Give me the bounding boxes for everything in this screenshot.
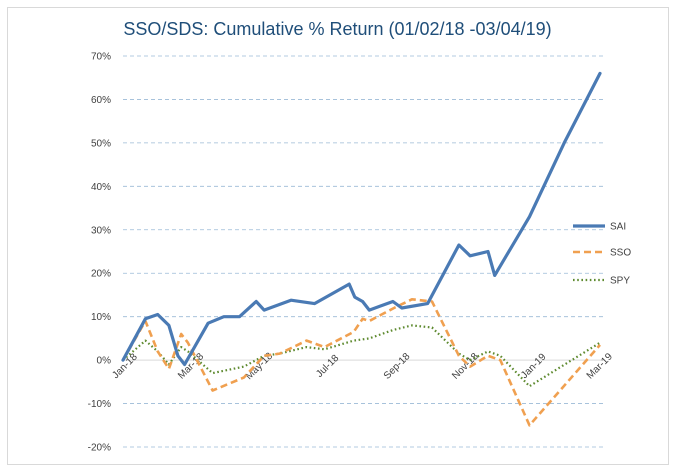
y-tick-label: 60% xyxy=(91,95,111,106)
gridlines xyxy=(123,55,605,448)
y-tick-label: 40% xyxy=(91,182,111,193)
series-line-sso xyxy=(121,297,601,427)
chart-frame xyxy=(7,7,669,465)
series-line-sai xyxy=(121,71,602,367)
y-tick-label: 50% xyxy=(91,138,111,149)
y-axis-ticks: 70% 60% 50% 40% 30% 20% 10% 0% -10% -20% xyxy=(88,52,111,454)
y-tick-label: -20% xyxy=(88,443,111,454)
y-tick-label: -10% xyxy=(88,399,111,410)
y-tick-label: 30% xyxy=(91,225,111,236)
chart-title: SSO/SDS: Cumulative % Return (01/02/18 -… xyxy=(123,19,552,39)
legend: SAI SSO SPY xyxy=(573,222,631,287)
y-tick-label: 10% xyxy=(91,312,111,323)
legend-label: SAI xyxy=(610,222,626,233)
x-tick-label: Nov-18 xyxy=(450,351,481,382)
x-axis-ticks: Jan-18 Mar-18 May-18 Jul-18 Sep-18 Nov-18 Jan-… xyxy=(110,350,615,382)
legend-label: SSO xyxy=(610,248,631,259)
x-tick-label: Sep-18 xyxy=(382,351,413,382)
y-tick-label: 70% xyxy=(91,52,111,63)
series-lines xyxy=(121,71,602,427)
y-tick-label: 0% xyxy=(97,356,112,367)
x-tick-label: Mar-19 xyxy=(585,351,615,381)
y-tick-label: 20% xyxy=(91,269,111,280)
legend-label: SPY xyxy=(610,276,630,287)
x-tick-label: Jul-18 xyxy=(314,353,341,380)
